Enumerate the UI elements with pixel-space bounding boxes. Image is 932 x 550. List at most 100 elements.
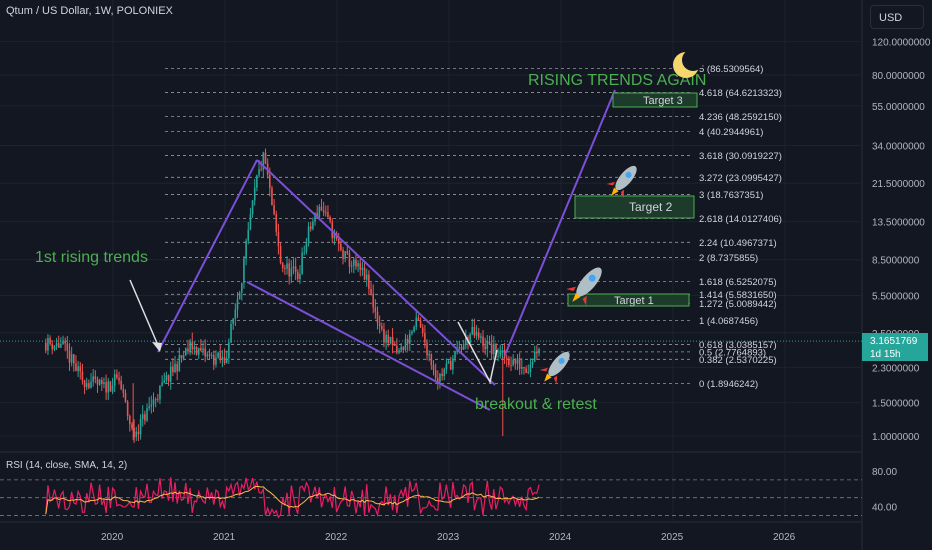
candle-body xyxy=(269,174,271,189)
price-tick-label: 55.0000000 xyxy=(872,102,925,113)
fib-label: 0.5 (2.7764893) xyxy=(699,347,766,358)
candle-body xyxy=(350,265,353,267)
candle-body xyxy=(359,263,362,270)
candle-body xyxy=(174,363,176,373)
candle-body xyxy=(523,367,525,369)
rocket-icon xyxy=(539,351,570,385)
candle-body xyxy=(514,359,517,364)
candle-body xyxy=(68,350,71,363)
candle-body xyxy=(320,206,323,211)
candle-body xyxy=(273,205,275,215)
candle-body xyxy=(103,382,105,384)
candle-body xyxy=(208,354,211,356)
candle-body xyxy=(141,414,144,419)
candle-body xyxy=(109,381,112,392)
candle-body xyxy=(497,355,499,357)
candle-body xyxy=(536,351,538,354)
candle-body xyxy=(512,359,514,366)
rising-text: RISING TRENDS AGAIN xyxy=(528,72,706,89)
candle-body xyxy=(484,346,486,350)
candle-body xyxy=(510,364,512,366)
candle-body xyxy=(217,352,219,358)
rsi-tick-label: 80.00 xyxy=(872,467,897,478)
candle-body xyxy=(135,431,138,438)
candle-body xyxy=(90,381,92,388)
candle-body xyxy=(247,229,250,241)
price-tick-label: 1.5000000 xyxy=(872,399,920,410)
candle-body xyxy=(152,399,155,405)
candle-body xyxy=(206,354,209,357)
first-trend-text: 1st rising trends xyxy=(35,249,148,266)
falling-wedge xyxy=(157,89,616,411)
candle-body xyxy=(215,357,217,365)
candle-body xyxy=(488,341,491,344)
candle-body xyxy=(232,318,234,324)
wedge-upper-line xyxy=(256,159,496,386)
candle-body xyxy=(454,352,456,359)
candle-body xyxy=(178,354,181,372)
target-boxes: Target 1 Target 2 Target 3 xyxy=(567,92,698,307)
candle-body xyxy=(508,358,510,365)
candle-body xyxy=(60,344,62,348)
candle-body xyxy=(398,350,400,353)
candle-body xyxy=(355,259,357,267)
time-axis[interactable]: 2020 2021 2022 2023 2024 2025 2026 xyxy=(101,532,796,543)
candle-body xyxy=(193,346,196,350)
candle-body xyxy=(191,341,194,350)
candle-body xyxy=(370,288,372,294)
candle-body xyxy=(538,349,540,354)
candle-body xyxy=(447,361,450,364)
candle-body xyxy=(286,263,288,269)
candle-body xyxy=(305,242,308,253)
year-tick-label: 2025 xyxy=(661,532,684,543)
candle-body xyxy=(107,381,110,393)
candle-body xyxy=(426,342,428,356)
candle-body xyxy=(92,376,94,382)
candle-body xyxy=(327,212,329,218)
candle-body xyxy=(383,329,385,343)
candle-body xyxy=(118,377,120,381)
candle-body xyxy=(161,382,163,386)
candle-body xyxy=(411,331,413,334)
bar-countdown: 1d 15h xyxy=(870,349,901,361)
candle-body xyxy=(424,333,426,343)
price-tick-label: 5.5000000 xyxy=(872,292,920,303)
candle-body xyxy=(51,343,54,350)
candle-body xyxy=(129,416,131,425)
candle-body xyxy=(94,376,97,380)
candle-body xyxy=(495,344,497,357)
candle-body xyxy=(301,252,303,274)
currency-button[interactable]: USD xyxy=(870,5,924,29)
candle-body xyxy=(505,357,508,359)
price-tick-label: 21.5000000 xyxy=(872,179,925,190)
candle-body xyxy=(402,347,405,350)
candle-body xyxy=(253,187,256,201)
candle-body xyxy=(238,292,241,300)
candle-body xyxy=(148,406,150,409)
candle-body xyxy=(437,378,439,383)
candle-body xyxy=(137,431,140,435)
candle-body xyxy=(404,339,407,350)
candle-body xyxy=(441,373,443,377)
candle-body xyxy=(163,380,166,383)
candle-body xyxy=(294,266,297,273)
candle-body xyxy=(228,342,230,359)
candle-body xyxy=(241,283,243,293)
candle-body xyxy=(490,343,493,355)
candle-body xyxy=(98,380,101,385)
candle-body xyxy=(236,299,239,310)
candle-body xyxy=(277,231,280,247)
candle-body xyxy=(264,152,267,164)
candle-body xyxy=(139,418,142,435)
candle-body xyxy=(70,354,73,363)
candle-body xyxy=(465,336,467,344)
target2-label: Target 2 xyxy=(629,200,673,214)
wedge-lower-line xyxy=(246,281,491,411)
candle-body xyxy=(126,401,129,417)
candle-body xyxy=(417,317,420,321)
candle-body xyxy=(415,317,418,327)
price-tick-label: 13.5000000 xyxy=(872,218,925,229)
candle-body xyxy=(372,293,374,308)
